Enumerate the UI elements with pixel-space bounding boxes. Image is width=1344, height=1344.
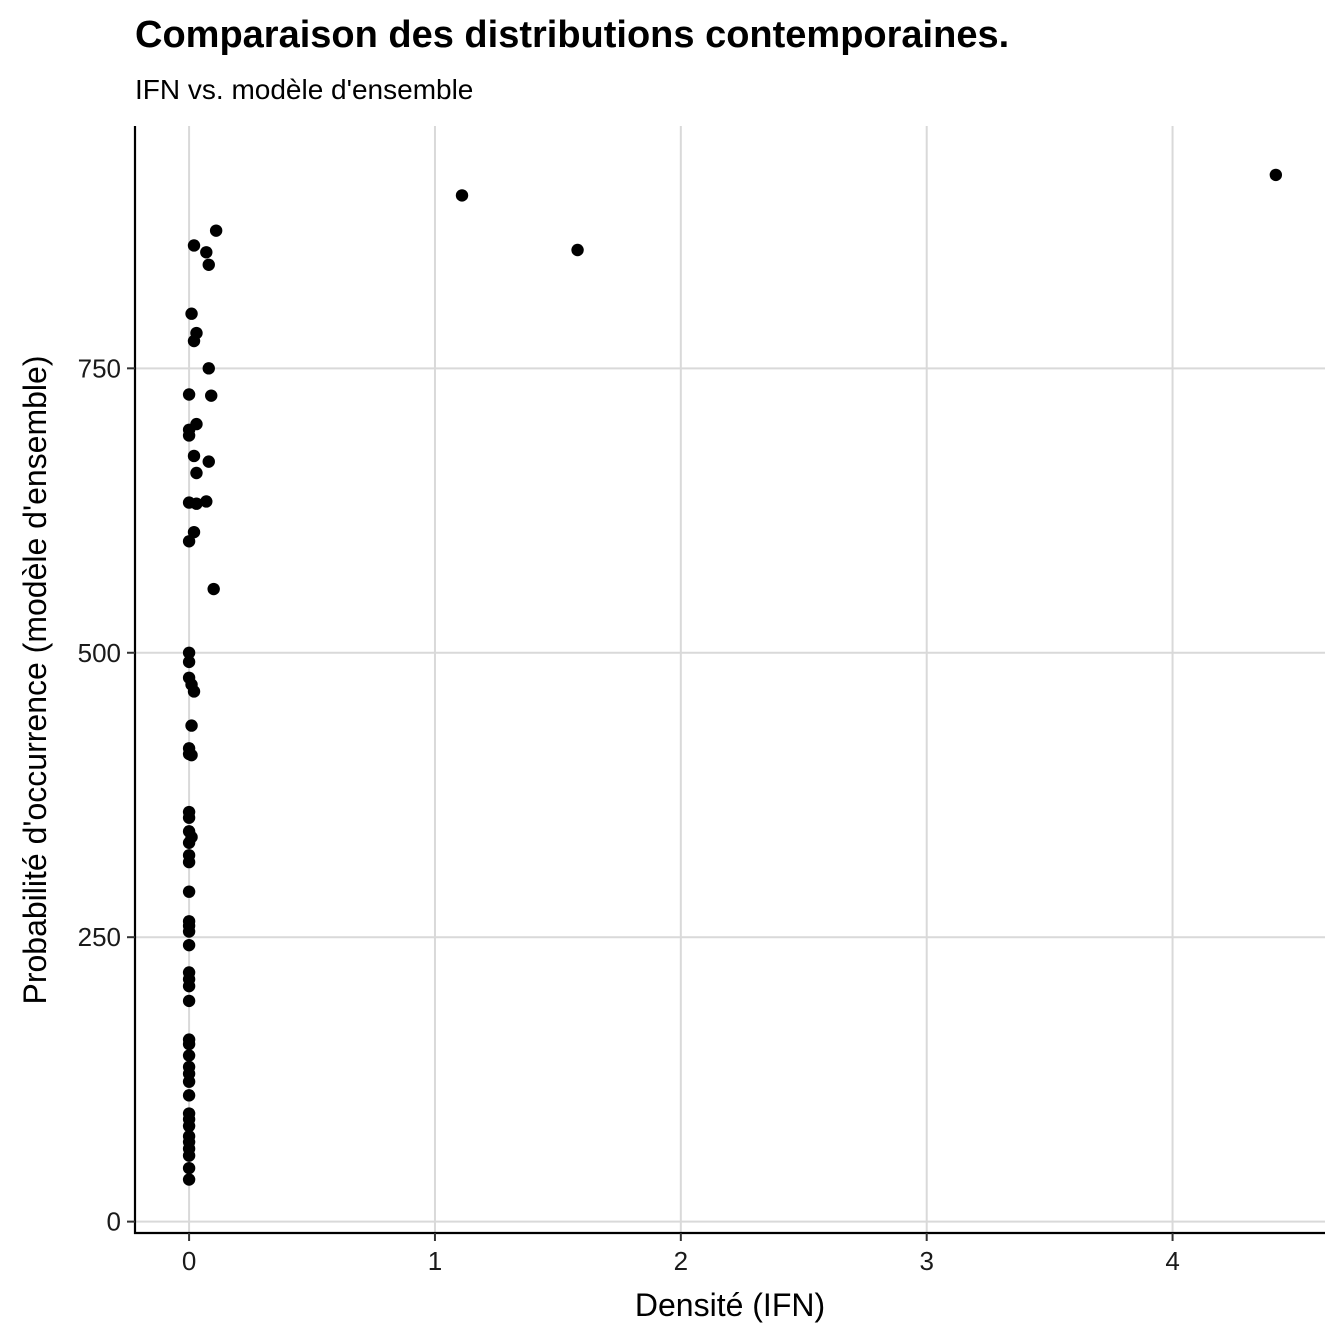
data-point bbox=[455, 189, 469, 202]
data-point bbox=[182, 1161, 196, 1175]
data-point bbox=[182, 1089, 196, 1102]
data-point bbox=[182, 646, 196, 659]
x-tick-label: 4 bbox=[1165, 1246, 1179, 1276]
data-point bbox=[182, 811, 196, 824]
grid-lines bbox=[135, 126, 1325, 1233]
x-tick-label: 2 bbox=[674, 1246, 688, 1276]
data-point bbox=[182, 1037, 196, 1051]
chart-subtitle: IFN vs. modèle d'ensemble bbox=[135, 74, 474, 105]
x-tick-label: 1 bbox=[428, 1246, 442, 1276]
data-point bbox=[202, 258, 215, 272]
data-point bbox=[187, 525, 201, 539]
data-point bbox=[182, 388, 196, 401]
data-point bbox=[182, 855, 196, 869]
data-point bbox=[182, 925, 196, 938]
y-axis-ticks: 0 250 500 750 bbox=[78, 353, 135, 1237]
data-point bbox=[185, 719, 198, 732]
data-point bbox=[182, 885, 196, 898]
data-point bbox=[182, 994, 196, 1008]
y-tick-label: 250 bbox=[78, 922, 121, 952]
data-point bbox=[207, 582, 220, 596]
data-point bbox=[182, 938, 196, 952]
x-tick-label: 0 bbox=[182, 1246, 196, 1276]
data-point bbox=[182, 836, 196, 849]
x-axis-ticks: 0 1 2 3 4 bbox=[182, 1233, 1180, 1276]
x-axis-title: Densité (IFN) bbox=[635, 1287, 825, 1323]
data-point bbox=[209, 224, 223, 237]
data-point bbox=[182, 1049, 196, 1062]
chart-title: Comparaison des distributions contempora… bbox=[135, 14, 1010, 56]
data-point bbox=[187, 449, 201, 463]
data-point bbox=[202, 455, 215, 468]
data-point bbox=[185, 307, 198, 320]
data-point bbox=[200, 246, 213, 259]
y-tick-label: 750 bbox=[78, 353, 121, 383]
data-point bbox=[187, 685, 201, 698]
data-point bbox=[1269, 168, 1283, 182]
data-point bbox=[187, 334, 201, 348]
data-point bbox=[182, 1173, 196, 1186]
data-point bbox=[182, 1119, 196, 1133]
data-point bbox=[182, 1149, 196, 1162]
data-point bbox=[182, 535, 196, 548]
data-point bbox=[202, 362, 215, 375]
data-point bbox=[190, 497, 203, 510]
data-point bbox=[200, 495, 213, 508]
data-point bbox=[182, 979, 196, 993]
data-point bbox=[205, 389, 218, 402]
data-point bbox=[182, 655, 196, 669]
data-points bbox=[182, 168, 1283, 1186]
data-point bbox=[190, 466, 203, 480]
x-tick-label: 3 bbox=[919, 1246, 933, 1276]
y-tick-label: 0 bbox=[107, 1207, 121, 1237]
y-axis-title: Probabilité d'occurrence (modèle d'ensem… bbox=[17, 356, 53, 1005]
y-tick-label: 500 bbox=[78, 638, 121, 668]
axes bbox=[133, 126, 1325, 1235]
data-point bbox=[187, 239, 201, 252]
data-point bbox=[185, 748, 198, 762]
data-point bbox=[571, 243, 584, 257]
data-point bbox=[182, 1075, 196, 1088]
data-point bbox=[182, 429, 196, 442]
